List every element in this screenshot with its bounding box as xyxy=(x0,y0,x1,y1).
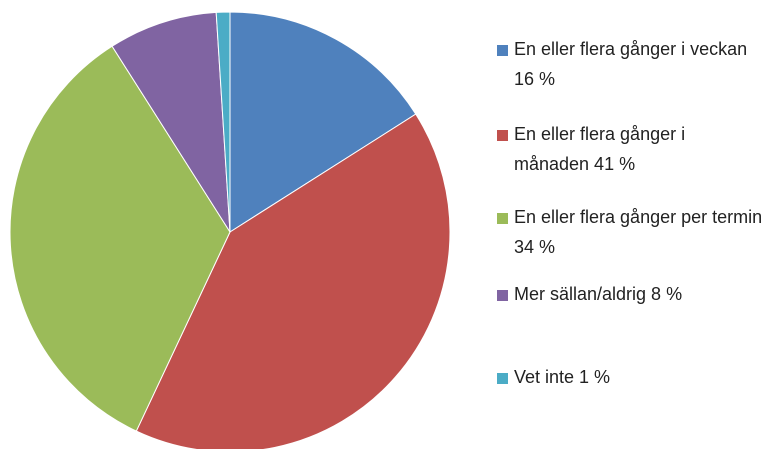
legend-label: Vet inte 1 % xyxy=(514,367,611,387)
legend-label: En eller flera gånger i veckan 16 % xyxy=(514,39,748,89)
legend-label: En eller flera gånger i månaden 41 % xyxy=(514,124,686,174)
legend-item: En eller flera gånger i veckan 16 % xyxy=(497,38,763,94)
legend-item: En eller flera gånger i månaden 41 % xyxy=(497,123,763,179)
pie-slice xyxy=(135,113,451,449)
pie-slice xyxy=(111,11,231,233)
legend-item: Vet inte 1 % xyxy=(497,366,763,392)
legend-swatch xyxy=(497,45,508,56)
legend-swatch xyxy=(497,290,508,301)
pie-slice xyxy=(9,45,231,432)
legend-item: Mer sällan/aldrig 8 % xyxy=(497,283,763,309)
legend-label: En eller flera gånger per termin 34 % xyxy=(514,207,763,257)
legend-swatch xyxy=(497,213,508,224)
legend-swatch xyxy=(497,130,508,141)
legend-swatch xyxy=(497,373,508,384)
legend-item: En eller flera gånger per termin 34 % xyxy=(497,206,763,262)
pie-slice xyxy=(229,11,417,233)
legend-label: Mer sällan/aldrig 8 % xyxy=(514,284,683,304)
pie-slice xyxy=(215,11,231,233)
